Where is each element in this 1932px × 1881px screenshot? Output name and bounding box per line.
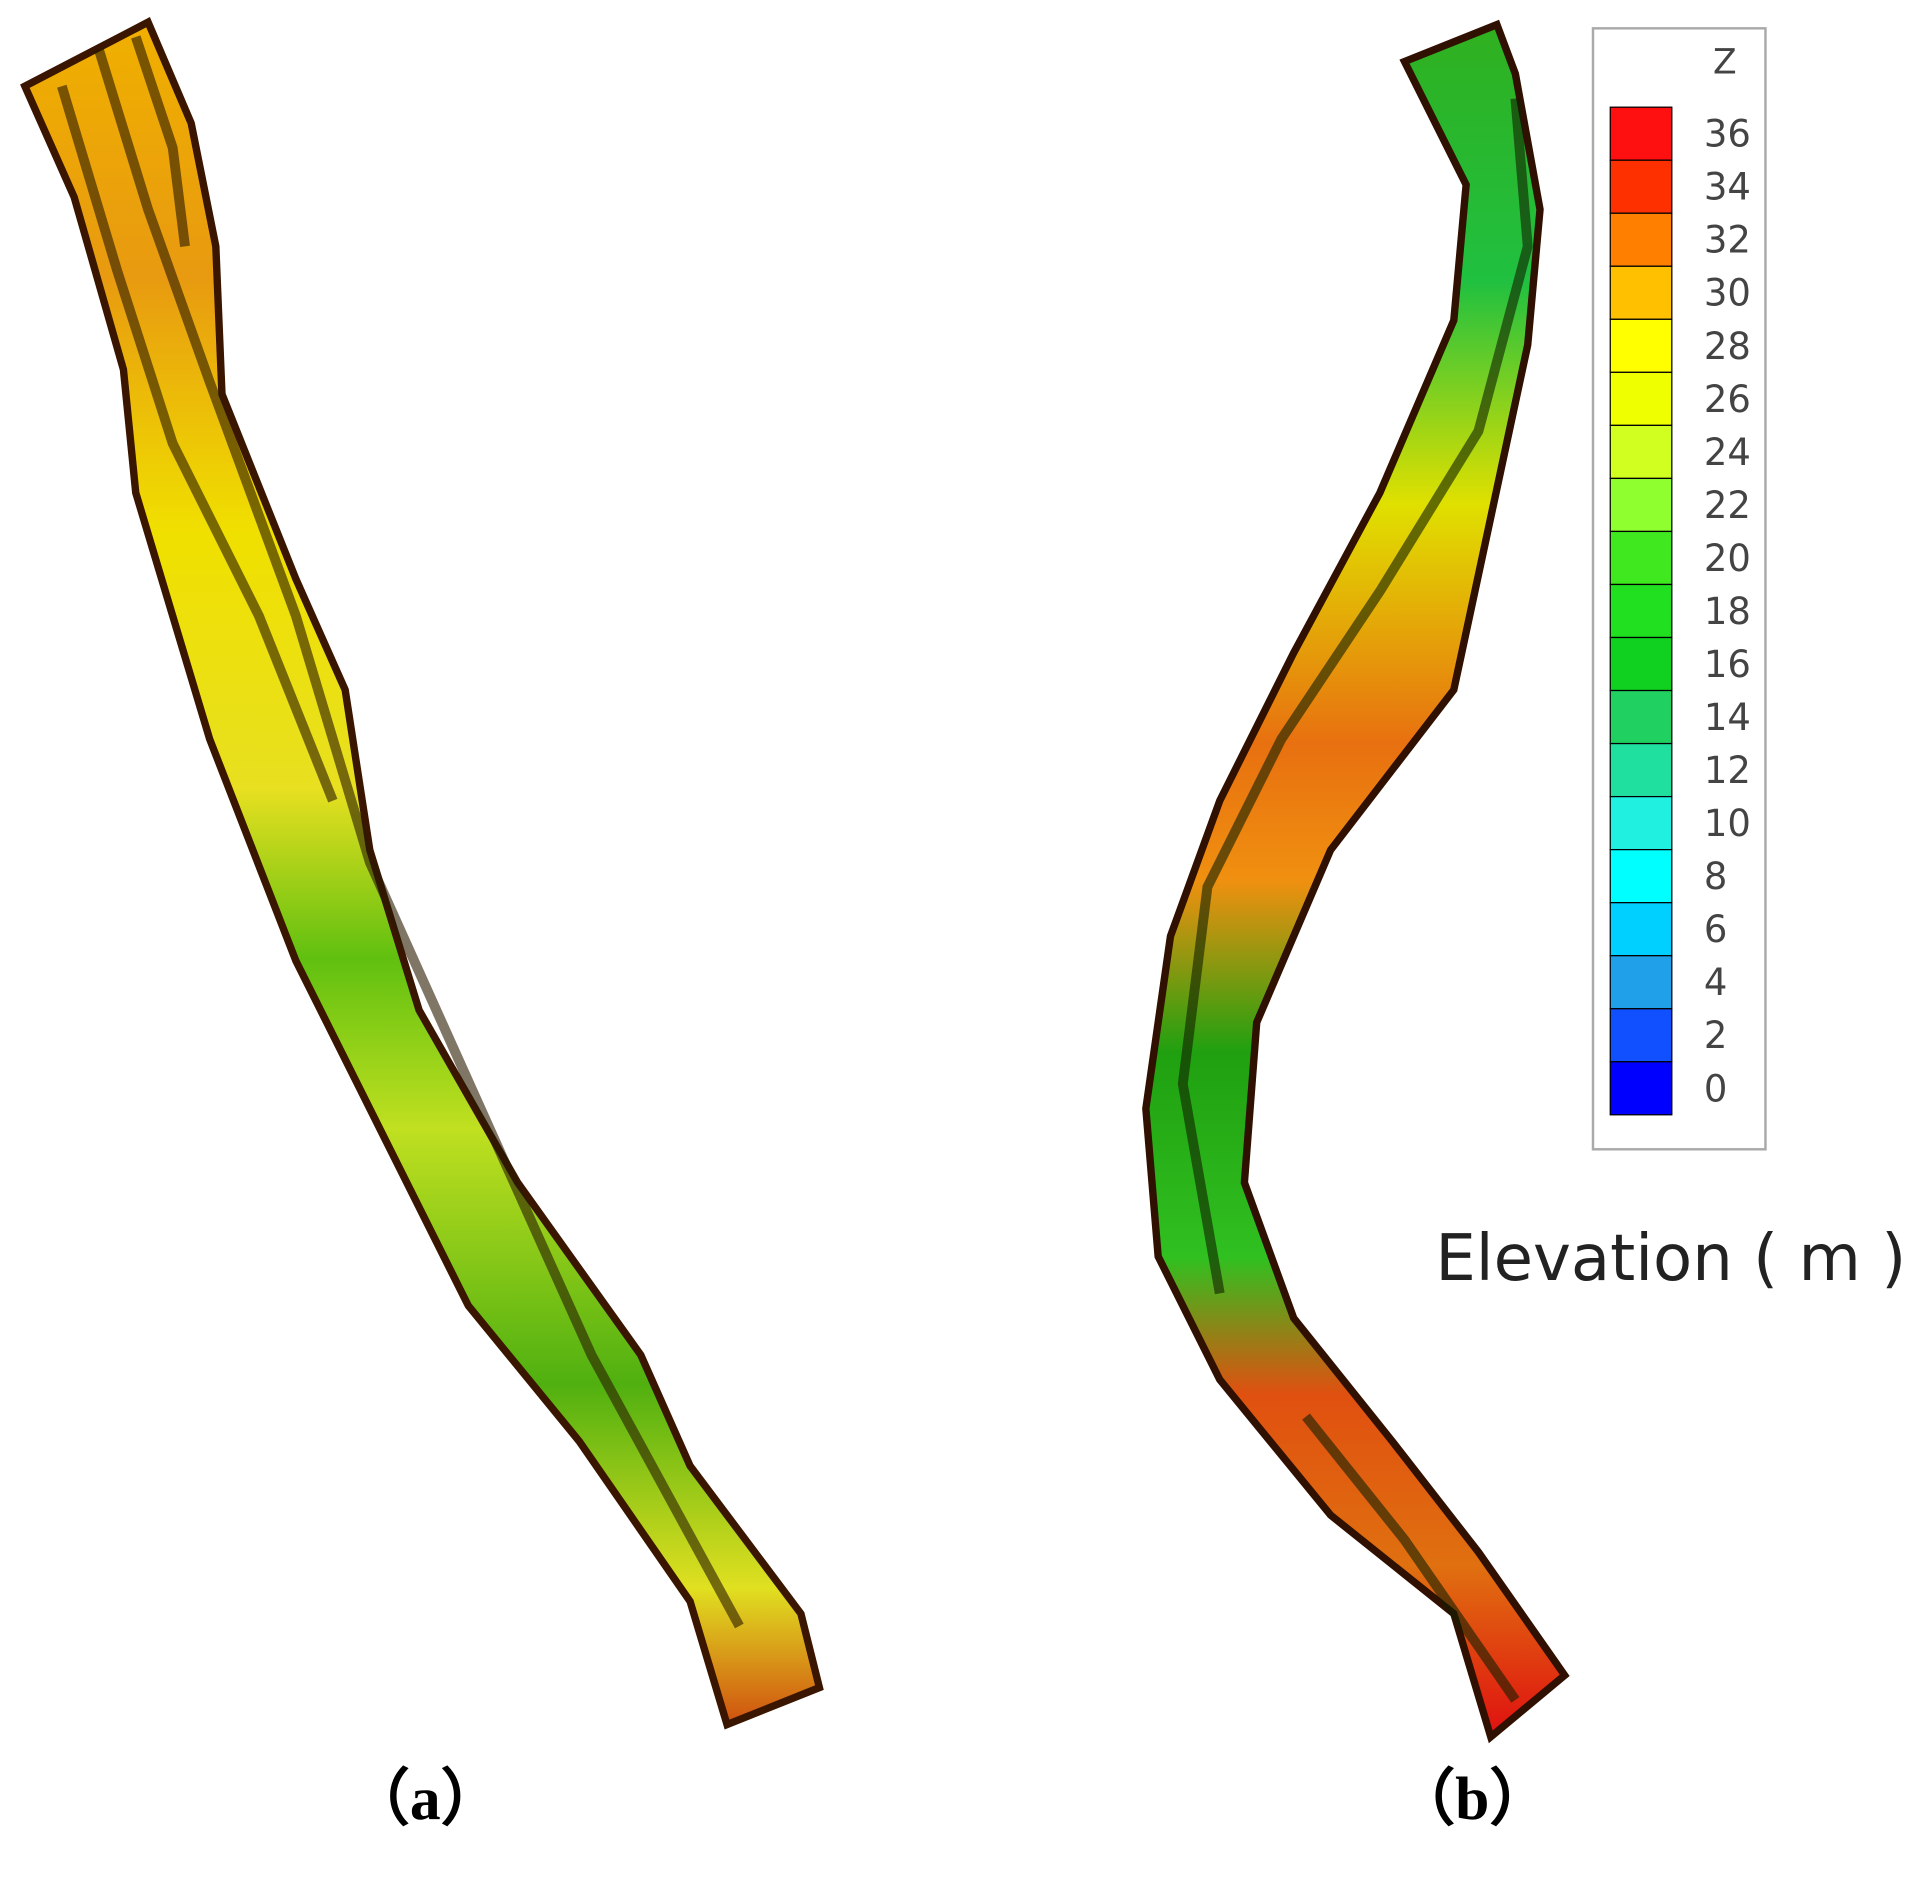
color-band <box>1609 849 1673 904</box>
legend-tick-label: 0 <box>1704 1067 1728 1110</box>
river-a-texture <box>57 35 744 1629</box>
color-band <box>1609 1008 1673 1063</box>
legend-tick-label: 4 <box>1704 961 1728 1004</box>
color-band <box>1609 1061 1673 1116</box>
legend-tick-label: 30 <box>1704 272 1751 315</box>
color-band <box>1609 318 1673 373</box>
legend-caption: Elevation ( m ) <box>1435 1222 1906 1296</box>
legend-tick-label: 26 <box>1704 378 1751 421</box>
legend-tick-label: 16 <box>1704 643 1751 686</box>
legend-tick-label: 36 <box>1704 113 1751 156</box>
color-band <box>1609 530 1673 586</box>
legend-tick-label: 8 <box>1704 855 1728 898</box>
legend-tick-label: 28 <box>1704 325 1751 368</box>
legend-tick-label: 10 <box>1704 802 1751 845</box>
legend-tick-label: 22 <box>1704 484 1751 527</box>
color-band <box>1609 106 1673 161</box>
legend-tick-label: 18 <box>1704 590 1751 633</box>
legend-title: Z <box>1713 43 1737 83</box>
legend-tick-label: 24 <box>1704 431 1751 474</box>
legend-tick-label: 34 <box>1704 166 1751 209</box>
legend-tick-label: 14 <box>1704 696 1751 739</box>
color-band <box>1609 583 1673 639</box>
color-band <box>1609 371 1673 426</box>
color-band <box>1609 795 1673 851</box>
river-b-texture <box>1177 98 1533 1703</box>
color-band <box>1609 159 1673 214</box>
color-band <box>1609 212 1673 267</box>
legend-tick-label: 32 <box>1704 219 1751 262</box>
panel-label: （a） <box>348 1765 502 1833</box>
legend-tick-label: 2 <box>1704 1014 1728 1057</box>
color-band <box>1609 742 1673 798</box>
color-band <box>1609 424 1673 480</box>
legend-tick-label: 12 <box>1704 749 1751 792</box>
color-band <box>1609 636 1673 692</box>
panel-label: （b） <box>1394 1765 1551 1833</box>
color-band <box>1609 902 1673 957</box>
legend-tick-label: 20 <box>1704 537 1751 580</box>
color-band <box>1609 689 1673 745</box>
color-band <box>1609 955 1673 1010</box>
river-a <box>20 17 824 1730</box>
color-band <box>1609 265 1673 320</box>
legend-tick-label: 6 <box>1704 908 1728 951</box>
color-band <box>1609 477 1673 533</box>
